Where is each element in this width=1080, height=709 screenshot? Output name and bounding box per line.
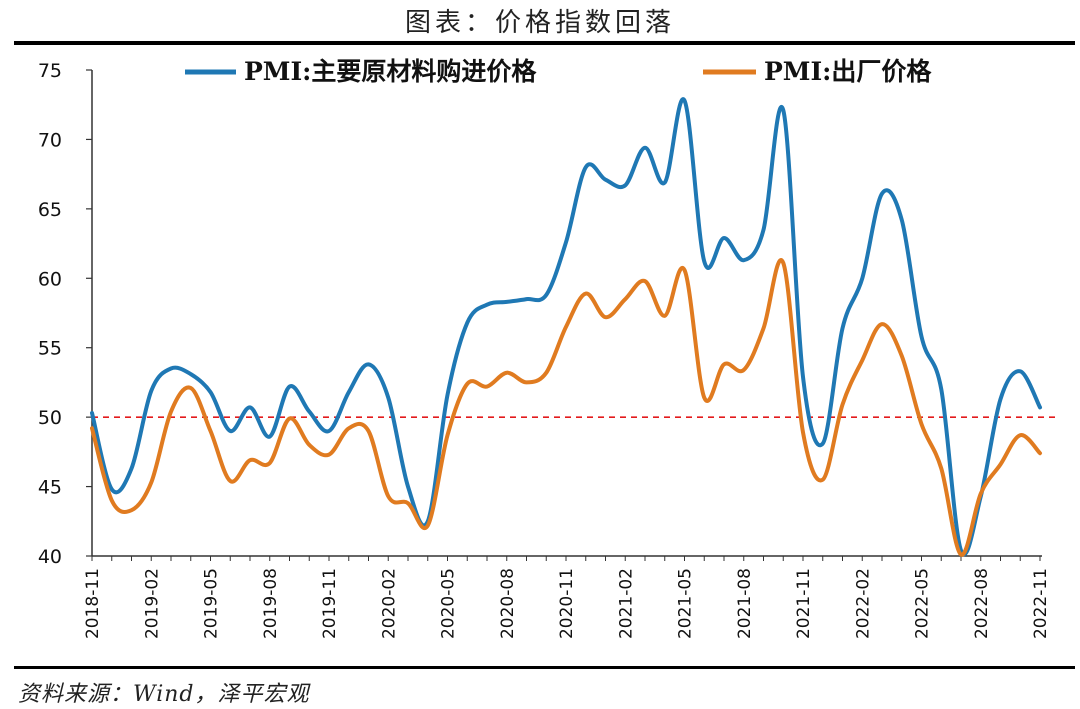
x-tick-label: 2019-02: [142, 568, 162, 639]
y-tick-label: 65: [38, 199, 62, 221]
x-tick-label: 2019-08: [261, 568, 281, 639]
series-line-1: [90, 97, 1042, 557]
y-tick-label: 45: [38, 477, 62, 499]
y-tick-label: 70: [38, 129, 62, 151]
x-tick-label: 2018-11: [83, 568, 103, 639]
y-tick-label: 60: [38, 268, 62, 290]
x-tick-label: 2022-02: [853, 568, 873, 639]
top-rule: [14, 41, 1075, 45]
series-layer: [90, 97, 1042, 557]
axes: 40 45 50 55 60 65 70 75 2018-11 2019-02 2019-05 201…: [38, 60, 1051, 639]
legend-label-series-2: PMI:出厂价格: [764, 57, 932, 86]
x-tick-label: 2022-08: [972, 568, 992, 639]
y-tick-label: 50: [38, 407, 62, 429]
series-line-2: [90, 258, 1042, 557]
bottom-rule: [14, 666, 1075, 669]
source-note: 资料来源：Wind，泽平宏观: [18, 682, 310, 707]
x-tick-label: 2019-11: [320, 568, 340, 639]
x-tick-label: 2020-11: [557, 568, 577, 639]
x-tick-label: 2021-05: [676, 568, 696, 639]
x-tick-label: 2020-02: [379, 568, 399, 639]
y-tick-label: 40: [38, 546, 62, 568]
y-tick-label: 55: [38, 338, 62, 360]
chart-title: 图表：价格指数回落: [404, 8, 675, 38]
x-tick-label: 2021-02: [616, 568, 636, 639]
x-tick-label: 2019-05: [202, 568, 222, 639]
x-tick-label: 2021-08: [735, 568, 755, 639]
x-tick-label: 2020-08: [498, 568, 518, 639]
x-tick-label: 2021-11: [794, 568, 814, 639]
legend: PMI:主要原材料购进价格 PMI:出厂价格: [185, 57, 932, 86]
y-tick-label: 75: [38, 60, 62, 82]
x-tick-label: 2022-11: [1031, 568, 1051, 639]
legend-label-series-1: PMI:主要原材料购进价格: [244, 57, 537, 86]
x-tick-label: 2022-05: [913, 568, 933, 639]
x-tick-label: 2020-05: [439, 568, 459, 639]
